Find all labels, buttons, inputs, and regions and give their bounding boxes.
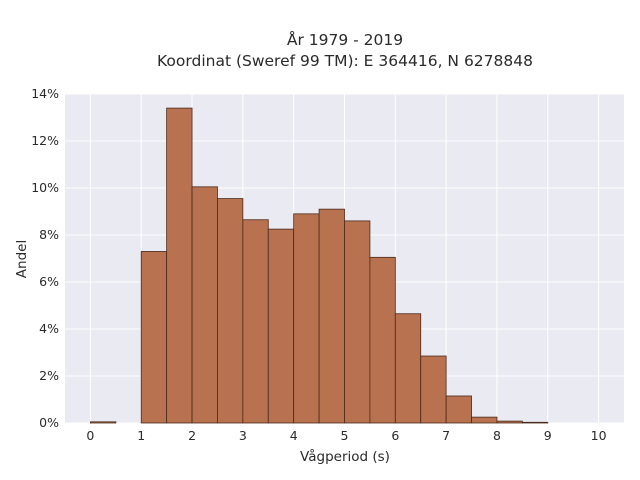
histogram-bar xyxy=(394,313,422,424)
histogram-bar xyxy=(217,198,244,424)
histogram-bar xyxy=(496,420,523,424)
histogram-bar xyxy=(293,213,320,424)
histogram-bar xyxy=(471,416,498,424)
y-tick-label: 10% xyxy=(31,180,59,195)
x-tick-labels: 0 1 2 3 4 5 6 7 8 9 10 xyxy=(86,428,606,443)
y-tick-labels: 0% 2% 4% 6% 8% 10% 12% 14% xyxy=(31,86,59,430)
x-tick-label: 5 xyxy=(341,428,349,443)
x-tick-label: 9 xyxy=(544,428,552,443)
x-tick-label: 1 xyxy=(137,428,145,443)
histogram-bar xyxy=(90,421,117,424)
y-tick-label: 6% xyxy=(39,274,59,289)
x-tick-label: 8 xyxy=(493,428,501,443)
bars xyxy=(90,107,549,424)
x-tick-label: 3 xyxy=(239,428,247,443)
histogram-bar xyxy=(267,228,295,424)
y-axis-label: Andel xyxy=(14,240,30,278)
histogram-bar xyxy=(445,395,472,424)
x-tick-label: 6 xyxy=(391,428,399,443)
y-tick-label: 8% xyxy=(39,227,59,242)
x-tick-label: 4 xyxy=(290,428,298,443)
chart-title-line-1: År 1979 - 2019 xyxy=(287,30,403,49)
y-tick-label: 0% xyxy=(39,415,59,430)
y-tick-label: 2% xyxy=(39,368,59,383)
x-tick-label: 7 xyxy=(442,428,450,443)
histogram-bar xyxy=(344,220,371,424)
x-tick-label: 2 xyxy=(188,428,196,443)
y-tick-label: 12% xyxy=(31,133,59,148)
y-tick-label: 14% xyxy=(31,86,59,101)
x-tick-label: 10 xyxy=(591,428,607,443)
histogram-bar xyxy=(242,219,269,424)
histogram-bar xyxy=(140,251,168,424)
x-axis-label: Vågperiod (s) xyxy=(300,448,390,465)
chart-title-line-2: Koordinat (Sweref 99 TM): E 364416, N 62… xyxy=(157,52,533,70)
y-tick-label: 4% xyxy=(39,321,59,336)
histogram-bar xyxy=(420,355,447,424)
histogram-bar xyxy=(369,256,396,424)
histogram-bar xyxy=(521,421,549,424)
histogram-bar xyxy=(318,208,345,424)
histogram-bar xyxy=(191,186,218,424)
histogram-bar xyxy=(166,107,193,424)
x-tick-label: 0 xyxy=(86,428,94,443)
